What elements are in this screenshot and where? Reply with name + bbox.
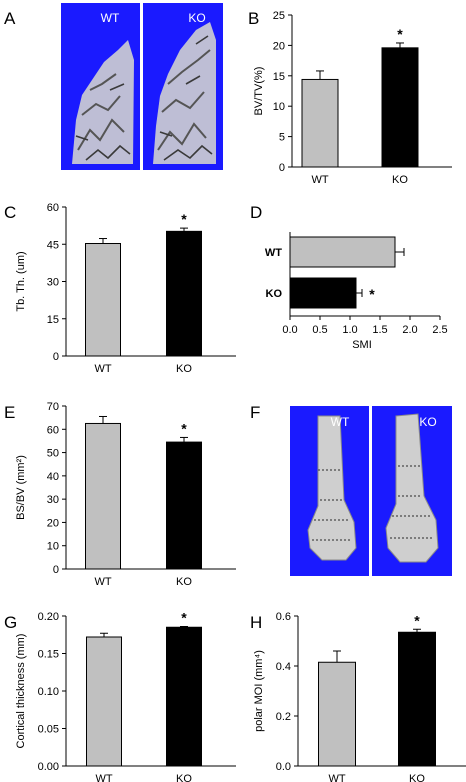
y-tick-label: 30: [47, 277, 59, 289]
bar-ko: [166, 230, 202, 357]
y-tick-label: 25: [273, 10, 285, 22]
category-label-ko: KO: [392, 174, 408, 186]
y-tick-label: 10: [47, 541, 59, 553]
category-label-wt: WT: [328, 773, 345, 782]
significance-star: *: [369, 286, 375, 302]
y-axis-label: polar MOI (mm⁴): [253, 650, 265, 732]
bar-ko: [166, 441, 202, 570]
significance-star: *: [414, 612, 420, 628]
panel-letter: H: [250, 613, 262, 632]
y-tick-label: 0.0: [276, 761, 291, 773]
panel-letter: D: [250, 203, 262, 222]
panel-f-letter: F: [250, 403, 260, 422]
chart-g: G 0.00 0.05 0.10 0.15 0.20 WT KO * Cortical thick…: [4, 610, 236, 782]
bar-wt: [301, 78, 339, 168]
y-tick-label: 0.2: [276, 711, 291, 723]
bar-wt: [85, 422, 121, 570]
category-label-ko: KO: [409, 773, 425, 782]
chart-e: E 0 10 20 30 40 50 60 70 WT KO * BS/BV (mm²): [4, 401, 236, 588]
y-tick-label: 0.4: [276, 661, 291, 673]
y-tick-label: 0.15: [38, 649, 59, 661]
y-tick-label: 40: [47, 471, 59, 483]
y-axis-label: Cortical thickness (mm): [15, 634, 27, 749]
panel-f-ko-label: KO: [419, 415, 436, 429]
x-tick-label: 2.0: [402, 324, 417, 336]
chart-d: D 0.0 0.5 1.0 1.5 2.0 2.5 WT KO * SMI: [250, 203, 448, 351]
significance-star: *: [181, 610, 187, 626]
category-label-wt: WT: [94, 576, 111, 588]
y-tick-label: 0.00: [38, 761, 59, 773]
panel-letter: C: [4, 203, 16, 222]
bar-wt: [318, 661, 356, 767]
category-label-wt: WT: [95, 773, 112, 782]
y-tick-label: 5: [279, 132, 285, 144]
y-tick-label: 10: [273, 101, 285, 113]
bar-ko: [166, 626, 202, 767]
category-label-ko: KO: [176, 773, 192, 782]
ko-femur-bone: [385, 413, 439, 563]
wt-trabecular-bone: [72, 40, 134, 164]
y-tick-label: 0.6: [276, 611, 291, 623]
chart-h: H 0.0 0.2 0.4 0.6 WT KO * polar MOI (mm⁴): [250, 611, 466, 782]
significance-star: *: [397, 26, 403, 42]
y-axis-label: BS/BV (mm²): [15, 455, 27, 520]
y-tick-label: 45: [47, 239, 59, 251]
bar-wt: [85, 243, 121, 357]
y-axis-label: Tb. Th. (um): [15, 251, 27, 311]
panel-f: F WT KO: [250, 403, 452, 576]
y-tick-label: 60: [47, 424, 59, 436]
bar-ko: [381, 47, 419, 168]
y-tick-label: 0.10: [38, 686, 59, 698]
category-label-wt: WT: [94, 363, 111, 375]
panel-letter: G: [4, 613, 17, 632]
y-tick-label: 0: [53, 564, 59, 576]
significance-star: *: [181, 211, 187, 227]
bar-wt: [289, 236, 396, 268]
y-tick-label: 15: [47, 314, 59, 326]
y-tick-label: 60: [47, 202, 59, 214]
category-label-ko: KO: [266, 288, 283, 300]
chart-panels: B 0 5 10 15 20 25 WT KO * BV/TV(%) C 0 15 30 45 60 WT KO * T…: [4, 9, 466, 782]
y-tick-label: 30: [47, 494, 59, 506]
x-tick-label: 1.5: [372, 324, 387, 336]
panel-letter: E: [4, 403, 15, 422]
y-tick-label: 20: [47, 517, 59, 529]
category-label-ko: KO: [176, 363, 192, 375]
x-tick-label: 0.5: [312, 324, 327, 336]
panel-a-letter: A: [4, 9, 16, 28]
x-tick-label: 2.5: [432, 324, 447, 336]
category-label-wt: WT: [311, 174, 328, 186]
significance-star: *: [181, 420, 187, 436]
y-tick-label: 0: [279, 162, 285, 174]
panel-a-wt-label: WT: [101, 11, 120, 25]
y-tick-label: 15: [273, 71, 285, 83]
bar-wt: [86, 636, 122, 767]
panel-a: A WT KO: [4, 3, 223, 170]
y-tick-label: 0: [53, 351, 59, 363]
y-tick-label: 0.05: [38, 724, 59, 736]
category-label-wt: WT: [265, 247, 282, 259]
x-tick-label: 1.0: [342, 324, 357, 336]
y-axis-label: BV/TV(%): [253, 67, 265, 116]
chart-b: B 0 5 10 15 20 25 WT KO * BV/TV(%): [248, 9, 452, 186]
x-axis-label: SMI: [352, 339, 372, 351]
y-tick-label: 50: [47, 448, 59, 460]
category-label-ko: KO: [176, 576, 192, 588]
ko-trabecular-bone: [153, 22, 216, 164]
bar-ko: [289, 277, 357, 309]
x-tick-label: 0.0: [282, 324, 297, 336]
chart-c: C 0 15 30 45 60 WT KO * Tb. Th. (um): [4, 202, 236, 375]
y-tick-label: 0.20: [38, 611, 59, 623]
panel-f-wt-label: WT: [331, 415, 350, 429]
panel-a-ko-label: KO: [188, 11, 205, 25]
y-tick-label: 20: [273, 40, 285, 52]
panel-letter: B: [248, 9, 259, 28]
bar-ko: [398, 631, 436, 767]
wt-femur-bone: [307, 415, 357, 561]
y-tick-label: 70: [47, 401, 59, 413]
